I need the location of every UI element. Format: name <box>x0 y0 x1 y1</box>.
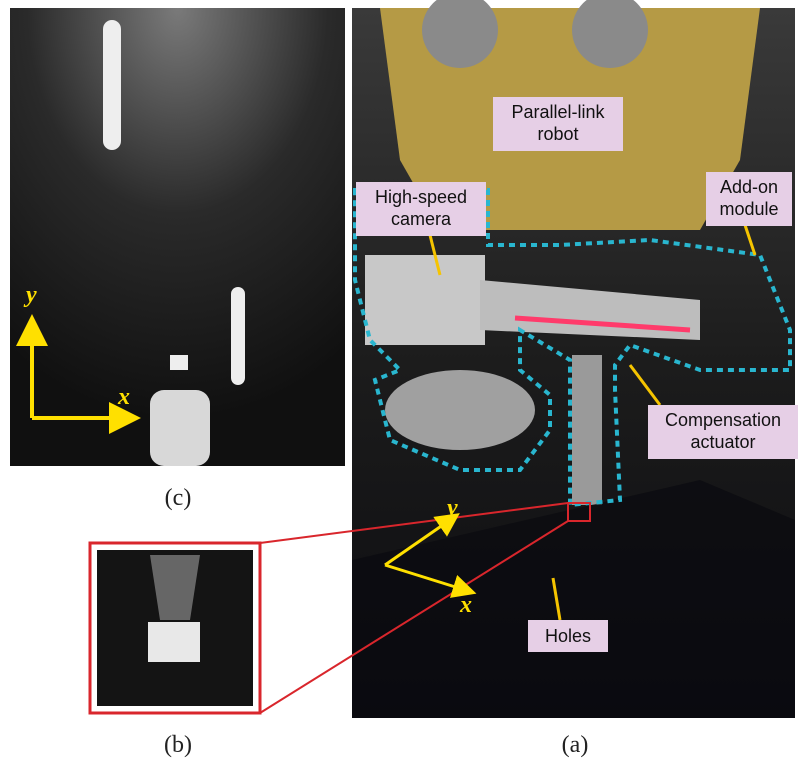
panel-c: y x <box>10 8 345 466</box>
label-line: Parallel-link <box>511 102 605 122</box>
tip <box>170 355 188 370</box>
label: Holes <box>545 626 591 646</box>
axis-label: x <box>117 384 130 410</box>
figure: y x (c) (b) y x Parallel- <box>0 0 803 758</box>
label-line: High-speed <box>375 187 467 207</box>
camera <box>365 255 485 345</box>
caption: (b) <box>164 732 192 758</box>
panel-b <box>90 543 260 713</box>
tool <box>150 390 210 466</box>
ring <box>385 370 535 450</box>
slot <box>231 287 245 385</box>
label-line: module <box>719 199 778 219</box>
tip <box>148 622 200 662</box>
caption: (c) <box>165 485 192 511</box>
label-line: actuator <box>690 432 755 452</box>
label-line: Add-on <box>720 177 778 197</box>
axis-label: y <box>23 282 37 308</box>
label-line: Holes <box>545 626 591 646</box>
label-line: camera <box>391 209 452 229</box>
axis-label: y <box>444 495 458 521</box>
label-line: Compensation <box>665 410 781 430</box>
slot <box>103 20 121 150</box>
axis-label: x <box>459 592 472 618</box>
caption: (a) <box>562 732 589 758</box>
actuator <box>572 355 602 505</box>
label-line: robot <box>537 124 578 144</box>
